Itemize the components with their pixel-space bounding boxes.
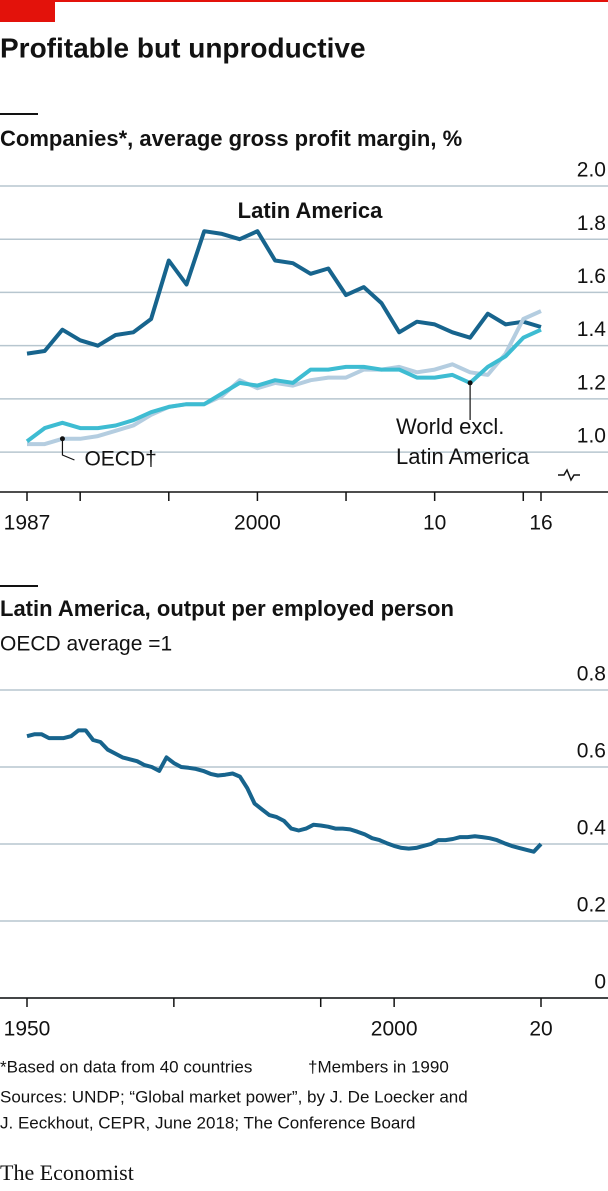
series-annotation: Latin America [238, 198, 383, 223]
red-tag [0, 0, 55, 22]
leader-dot [467, 380, 473, 386]
chart-title: Latin America, output per employed perso… [0, 596, 454, 621]
series-line [26, 229, 542, 356]
title: Profitable but unproductive [0, 32, 366, 63]
y-tick-label: 1.4 [577, 318, 607, 341]
x-tick-label: 10 [423, 512, 446, 535]
series-annotation: World excl. Latin America [396, 414, 530, 469]
source: Sources: UNDP; “Global market power”, by… [0, 1087, 468, 1106]
chart-subtitle: OECD average =1 [0, 633, 172, 656]
x-tick-label: 2000 [371, 1018, 418, 1041]
series-annotation: OECD† [84, 448, 156, 471]
leader-dot [59, 436, 65, 442]
x-tick-label: 2000 [234, 512, 281, 535]
y-tick-label: 1.2 [577, 371, 606, 394]
footnote: *Based on data from 40 countries [0, 1057, 252, 1076]
y-tick-label: 1.8 [577, 212, 606, 235]
x-tick-label: 20 [529, 1018, 552, 1041]
source: J. Eeckhout, CEPR, June 2018; The Confer… [0, 1113, 416, 1132]
series-line [25, 327, 542, 443]
y-tick-label: 1.0 [577, 425, 606, 448]
footnote: †Members in 1990 [308, 1057, 449, 1076]
y-tick-label: 0.8 [577, 663, 606, 686]
y-tick-label: 0 [594, 971, 606, 994]
leader [61, 438, 75, 461]
series-line [27, 309, 542, 447]
x-tick-label: 1950 [4, 1018, 51, 1041]
x-tick-label: 1987 [4, 512, 51, 535]
y-tick-label: 0.6 [577, 740, 606, 763]
y-tick-label: 1.6 [577, 265, 606, 288]
y-tick-label: 0.2 [577, 894, 606, 917]
y-tick-label: 2.0 [577, 159, 606, 182]
chart-title: Companies*, average gross profit margin,… [0, 126, 462, 151]
logo: The Economist [0, 1160, 134, 1185]
x-tick-label: 16 [529, 512, 552, 535]
top-rule [0, 0, 608, 2]
axis-break [558, 468, 580, 482]
series-line [26, 728, 543, 854]
y-tick-label: 0.4 [577, 817, 607, 840]
